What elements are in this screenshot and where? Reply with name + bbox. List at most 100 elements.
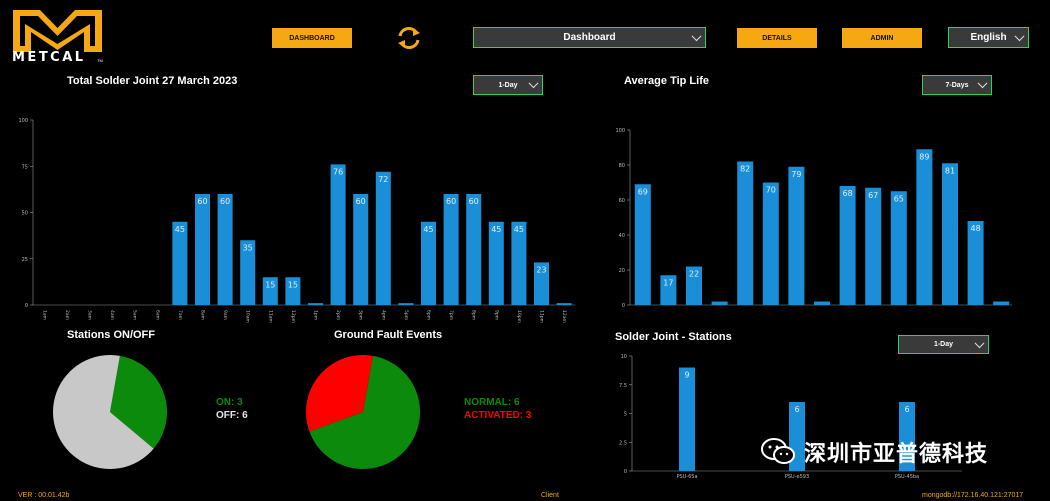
solder-stations-range-select[interactable]: 1-Day [898,335,989,354]
bar-value-label: 45 [514,225,524,234]
bar [788,166,805,305]
bar [814,301,830,305]
bar [421,221,436,305]
bar [375,171,391,305]
x-tick-label: 9am [222,310,228,320]
tip-life-chart: 0 20 40 60 80 100 69 17 22 82 70 79 68 67 65 89 81 48 [615,128,1012,309]
tip-life-range-select[interactable]: 7-Days [922,75,992,95]
bar-value-label: 60 [356,197,366,206]
details-button[interactable]: DETAILS [737,28,817,48]
bar [330,164,346,305]
chevron-down-icon [528,78,539,89]
ground-fault-title: Ground Fault Events [334,329,443,341]
x-tick-label: PSU-e593 [785,474,809,480]
page-select-value: Dashboard [563,32,616,43]
x-tick-label: 12am [561,310,567,323]
bar-value-label: 68 [843,189,853,198]
footer-client: Client [541,492,559,499]
bar-value-label: 6 [794,405,799,414]
y-tick-label: 10 [621,354,627,360]
footer-version: VER : 00.01.42b [18,492,70,499]
x-tick-label: 2am [64,310,70,320]
x-tick-label: 8am [200,310,206,320]
bar [488,221,504,305]
language-select[interactable]: English [948,27,1029,48]
ground-fault-activated-label: ACTIVATED: 3 [464,410,532,421]
bar-value-label: 60 [197,197,207,206]
admin-button[interactable]: ADMIN [842,28,922,48]
bar-value-label: 69 [638,187,648,196]
y-tick-label: 80 [619,163,625,169]
y-tick-label: 0 [622,303,625,309]
bar [534,262,549,305]
bar-value-label: 60 [469,197,479,206]
stations-pie [52,355,167,470]
x-tick-label: PSU-65a [676,474,697,480]
x-tick-label: 7am [177,310,183,320]
bar-value-label: 76 [333,167,343,176]
y-tick-label: 20 [619,268,625,274]
bar-value-label: 45 [491,225,501,234]
pie-slice-activated [306,355,373,432]
x-tick-label: 10am [245,310,251,323]
ground-fault-pie [306,355,421,470]
x-tick-label: 11pm [539,310,545,323]
x-tick-label: 8pm [471,310,477,320]
bar [443,194,459,305]
bar [865,187,882,305]
language-select-value: English [970,32,1007,43]
x-tick-label: 6pm [426,310,432,320]
bar-value-label: 45 [423,225,433,234]
bar-value-label: 48 [971,224,981,233]
y-tick-label: 50 [22,211,28,217]
dashboard-button[interactable]: DASHBOARD [272,28,352,48]
pie-slice-on [110,355,167,449]
solder-total-range-select[interactable]: 1-Day [473,75,543,95]
metcal-logo [13,10,102,52]
bar [511,221,527,305]
x-tick-label: 4am [109,310,115,320]
bar [711,301,728,305]
bar [686,266,702,305]
solder-total-title: Total Solder Joint 27 March 2023 [67,75,238,87]
bar-value-label: 9 [684,371,689,380]
bar [172,221,188,305]
bar-value-label: 6 [904,405,909,414]
solder-total-chart: 0 25 50 75 100 1am 2am 3am 4am 5am 6am 45 7am 60 8am 60… [18,118,576,323]
bar-value-label: 70 [766,186,776,195]
chevron-down-icon [974,337,985,348]
solder-stations-range-value: 1-Day [933,341,954,348]
page-select[interactable]: Dashboard [473,27,706,48]
bar [899,402,915,471]
solder-stations-title: Solder Joint - Stations [615,331,732,343]
y-tick-label: 100 [615,128,625,134]
logo-text: METCAL [12,50,86,65]
x-tick-label: 11am [267,310,273,323]
bar-value-label: 60 [446,197,456,206]
bar [240,240,256,305]
bar [660,275,677,305]
logo-trademark: TM [97,58,103,63]
x-tick-label: 7pm [448,310,454,320]
y-tick-label: 75 [22,164,28,170]
stations-legend: ON: 3 OFF: 6 [216,396,248,422]
tip-life-range-value: 7-Days [945,81,969,89]
bar [262,277,278,305]
bar [679,367,695,471]
watermark-text: 深圳市亚普德科技 [804,441,989,466]
y-tick-label: 0 [624,469,627,475]
bar [839,186,856,305]
bar-value-label: 79 [791,170,801,179]
y-tick-label: 7.5 [619,383,627,389]
x-tick-label: 5pm [403,310,409,320]
y-tick-label: 2.5 [619,440,627,446]
watermark: 深圳市亚普德科技 [760,436,988,468]
y-tick-label: 25 [22,257,28,263]
stations-title: Stations ON/OFF [67,329,155,341]
y-tick-label: 5 [624,412,627,418]
bar-value-label: 82 [740,165,750,174]
x-tick-label: 1pm [313,310,319,320]
refresh-icon[interactable] [396,25,422,51]
solder-stations-chart: 0 2.5 5 7.5 10 9 PSU-65a 6 PSU-e593 6 PSU-45ba [619,354,962,480]
bar-value-label: 23 [536,265,546,274]
